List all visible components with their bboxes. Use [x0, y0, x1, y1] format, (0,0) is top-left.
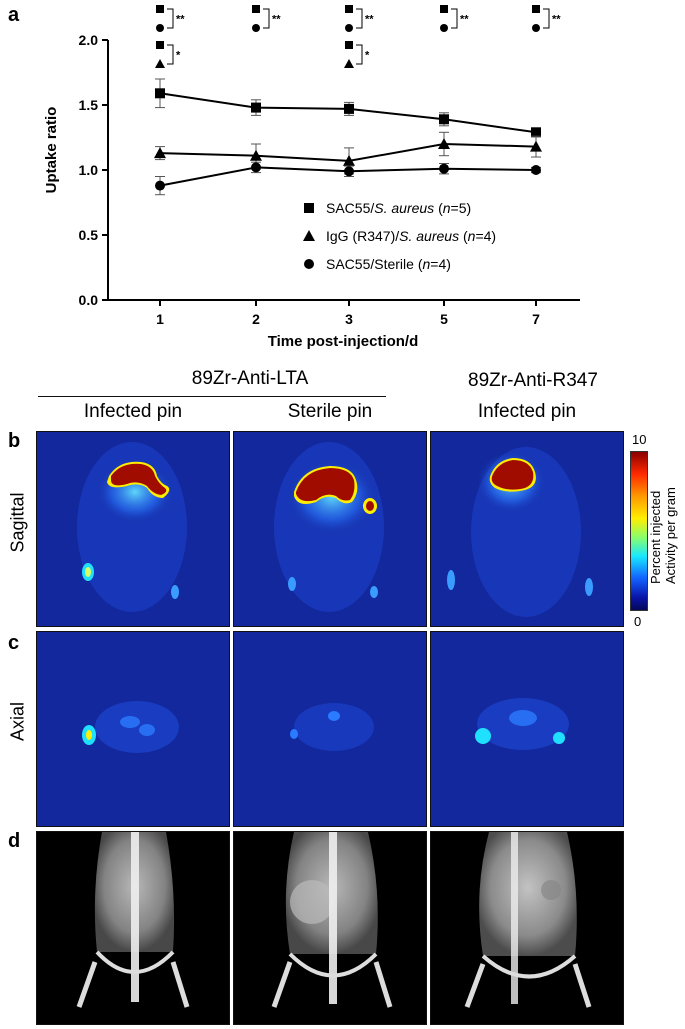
legend-entry: SAC55/Sterile (n=4)	[326, 256, 451, 272]
significance-bracket	[167, 44, 174, 65]
colorbar	[630, 451, 648, 611]
pet-axial-infected-pin-r347	[430, 631, 624, 827]
data-point-circle	[344, 166, 354, 177]
data-point-square	[344, 103, 354, 114]
legend-entry: SAC55/S. aureus (n=5)	[326, 200, 471, 216]
group-header-underline	[38, 396, 386, 397]
pet-axial-sterile-pin	[233, 631, 427, 827]
group-header-anti-lta: 89Zr-Anti-LTA	[191, 368, 309, 389]
data-point-triangle	[343, 154, 355, 166]
pet-sagittal-sterile-pin	[233, 431, 427, 627]
column-header-infected-pin-1: Infected pin	[83, 401, 183, 422]
data-point-triangle	[530, 140, 542, 152]
legend-marker-triangle	[303, 230, 315, 241]
y-tick-label: 0.0	[79, 292, 99, 308]
y-axis-label: Uptake ratio	[43, 107, 60, 194]
row-label-sagittal: Sagittal	[7, 492, 28, 553]
significance-marker-square	[440, 5, 448, 13]
x-axis-label: Time post-injection/d	[268, 333, 419, 350]
uptake-ratio-line-chart: 0.0 0.5 1.0 1.5 2.0 1 2 3 5 7 Time post-injection/…	[43, 5, 580, 350]
colorbar-max-label: 10	[632, 432, 647, 447]
significance-label: *	[176, 50, 181, 62]
significance-marker-square	[345, 41, 353, 49]
legend-entry: IgG (R347)/S. aureus (n=4)	[326, 228, 496, 244]
significance-bracket	[356, 44, 363, 65]
significance-label: **	[460, 14, 469, 26]
pet-sagittal-infected-pin	[36, 431, 230, 627]
significance-bracket	[543, 8, 550, 29]
colorbar-title: Percent injected Activity per gram	[648, 487, 678, 584]
panel-label-b: b	[8, 430, 21, 452]
data-point-circle	[439, 163, 449, 174]
colorbar-min-label: 0	[634, 614, 642, 629]
pet-sagittal-infected-pin-r347	[430, 431, 624, 627]
y-tick-label: 0.5	[79, 227, 99, 243]
data-point-square	[531, 127, 541, 138]
legend-marker-square	[304, 203, 314, 213]
x-tick-label: 5	[440, 311, 448, 327]
panel-label-a: a	[8, 4, 20, 26]
significance-label: *	[365, 50, 370, 62]
data-point-square	[439, 114, 449, 125]
x-tick-label: 2	[252, 311, 260, 327]
significance-bracket	[167, 8, 174, 29]
significance-marker-triangle	[344, 59, 354, 68]
significance-label: **	[176, 14, 185, 26]
significance-marker-square	[156, 41, 164, 49]
significance-label: **	[552, 14, 561, 26]
significance-marker-circle	[532, 24, 540, 32]
data-point-square	[155, 88, 165, 99]
significance-marker-circle	[156, 24, 164, 32]
x-tick-label: 3	[345, 311, 353, 327]
data-point-triangle	[250, 149, 262, 161]
pet-axial-infected-pin	[36, 631, 230, 827]
data-point-circle	[531, 165, 541, 175]
data-point-circle	[251, 162, 261, 173]
x-tick-label: 7	[532, 311, 540, 327]
significance-bracket	[356, 8, 363, 29]
significance-bracket	[451, 8, 458, 29]
significance-marker-circle	[345, 24, 353, 32]
xray-infected-pin-r347	[430, 831, 624, 1025]
panel-label-c: c	[8, 632, 20, 654]
data-point-triangle	[438, 138, 450, 149]
significance-marker-circle	[440, 24, 448, 32]
y-tick-label: 1.5	[79, 97, 99, 113]
x-tick-label: 1	[156, 311, 164, 327]
y-tick-label: 2.0	[79, 32, 99, 48]
group-header-anti-r347: 89Zr-Anti-R347	[468, 370, 598, 391]
y-tick-label: 1.0	[79, 162, 99, 178]
row-label-axial: Axial	[7, 702, 28, 742]
column-header-infected-pin-2: Infected pin	[477, 401, 577, 422]
column-header-sterile-pin: Sterile pin	[287, 401, 373, 422]
significance-marker-circle	[252, 24, 260, 32]
xray-infected-pin	[36, 831, 230, 1025]
significance-marker-square	[532, 5, 540, 13]
panel-label-d: d	[8, 830, 21, 852]
data-point-circle	[155, 180, 165, 191]
significance-marker-square	[156, 5, 164, 13]
significance-marker-square	[345, 5, 353, 13]
significance-label: **	[365, 14, 374, 26]
data-point-square	[251, 102, 261, 113]
xray-sterile-pin	[233, 831, 427, 1025]
data-point-triangle	[154, 147, 166, 159]
significance-bracket	[263, 8, 270, 29]
significance-marker-square	[252, 5, 260, 13]
significance-marker-triangle	[155, 59, 165, 68]
legend-marker-circle	[304, 259, 314, 269]
significance-label: **	[272, 14, 281, 26]
